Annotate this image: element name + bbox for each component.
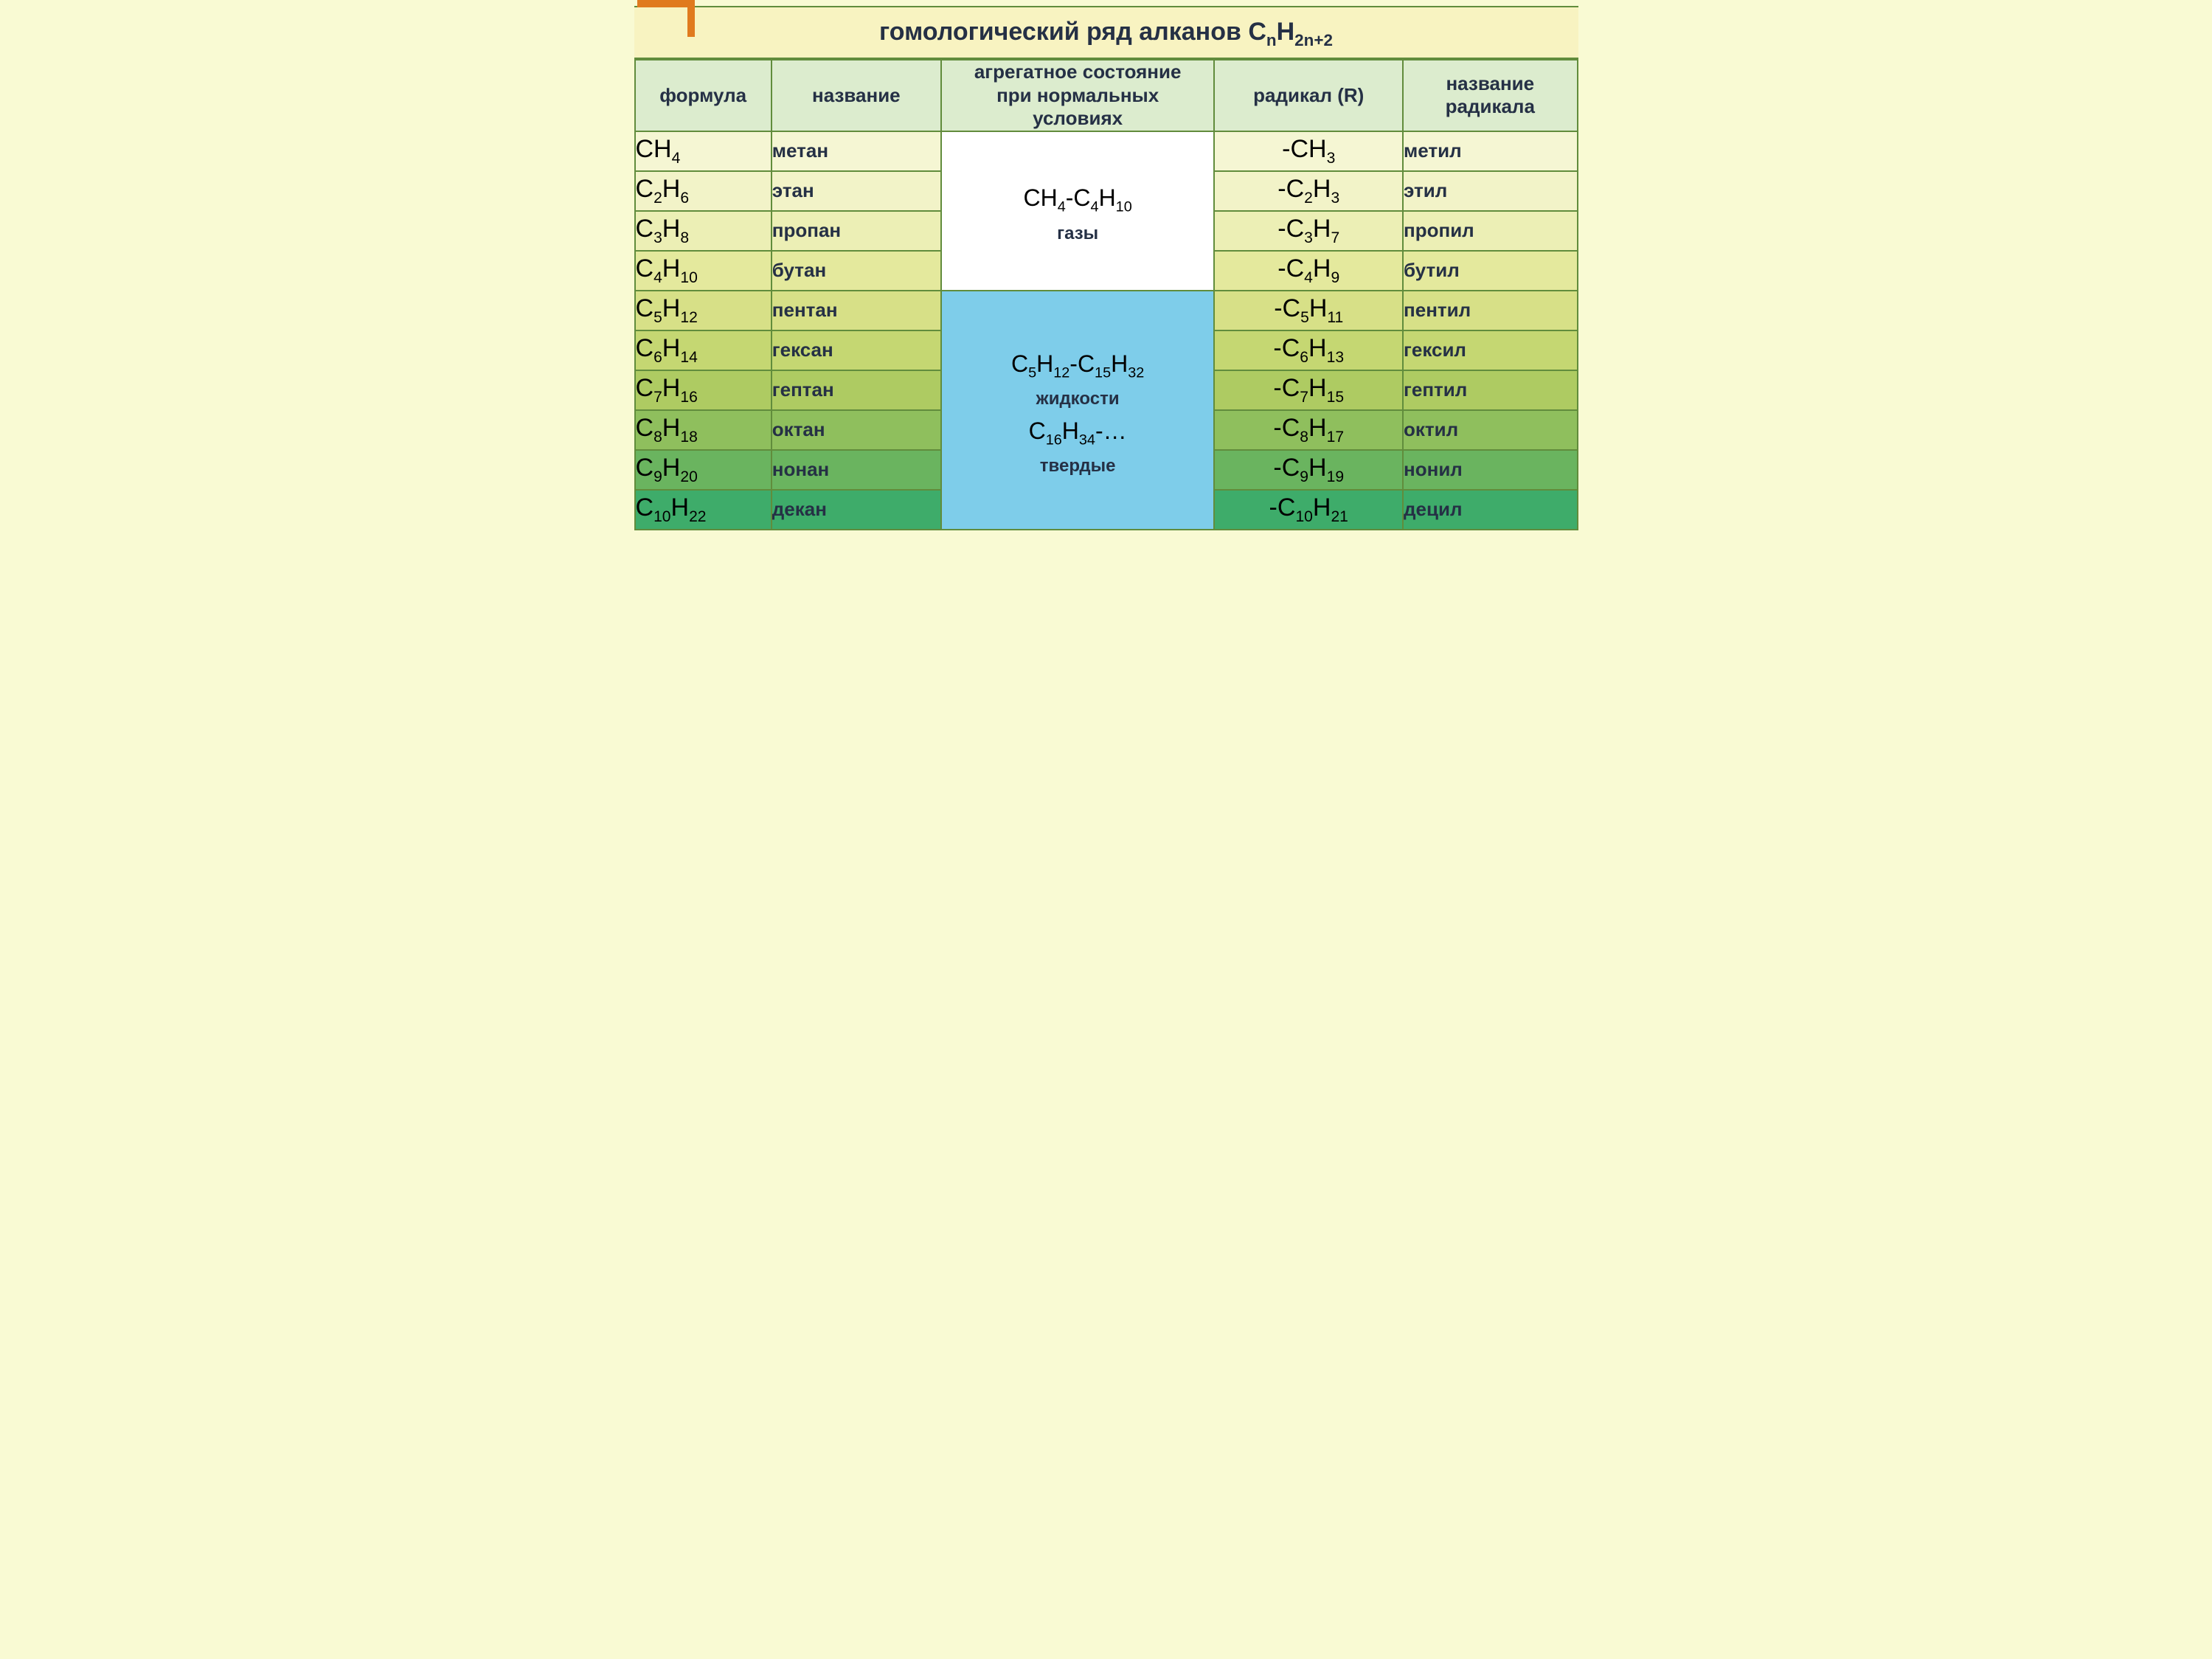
col-formula-header: формула xyxy=(635,60,772,131)
formula-cell: C8H18 xyxy=(635,410,772,450)
title-bar: гомологический ряд алканов CnH2n+2 xyxy=(634,6,1578,59)
formula-cell: C5H12 xyxy=(635,291,772,330)
radical-cell: -C5H11 xyxy=(1214,291,1403,330)
page-title: гомологический ряд алканов CnH2n+2 xyxy=(879,18,1333,46)
radical-name-cell: пентил xyxy=(1403,291,1577,330)
decor-bracket-v xyxy=(687,0,695,37)
radical-name-cell: пропил xyxy=(1403,211,1577,251)
radical-name-cell: гексил xyxy=(1403,330,1577,370)
name-cell: бутан xyxy=(772,251,941,291)
name-cell: нонан xyxy=(772,450,941,490)
formula-cell: C9H20 xyxy=(635,450,772,490)
radical-cell: -C2H3 xyxy=(1214,171,1403,211)
name-cell: гексан xyxy=(772,330,941,370)
radical-cell: -CH3 xyxy=(1214,131,1403,171)
radical-cell: -C3H7 xyxy=(1214,211,1403,251)
formula-cell: C4H10 xyxy=(635,251,772,291)
formula-cell: C10H22 xyxy=(635,490,772,530)
alkanes-table: формула название агрегатное состояниепри… xyxy=(634,59,1578,530)
radical-name-cell: бутил xyxy=(1403,251,1577,291)
radical-name-cell: гептил xyxy=(1403,370,1577,410)
state-cell: C5H12-C15H32жидкостиC16H34-…твердые xyxy=(941,291,1215,530)
radical-name-cell: метил xyxy=(1403,131,1577,171)
table-header-row: формула название агрегатное состояниепри… xyxy=(635,60,1578,131)
table-row: C5H12пентанC5H12-C15H32жидкостиC16H34-…т… xyxy=(635,291,1578,330)
radical-cell: -C9H19 xyxy=(1214,450,1403,490)
formula-cell: C6H14 xyxy=(635,330,772,370)
radical-name-cell: децил xyxy=(1403,490,1577,530)
radical-cell: -C8H17 xyxy=(1214,410,1403,450)
name-cell: гептан xyxy=(772,370,941,410)
name-cell: пентан xyxy=(772,291,941,330)
col-radical-header: радикал (R) xyxy=(1214,60,1403,131)
formula-cell: C3H8 xyxy=(635,211,772,251)
state-cell: CH4-C4H10газы xyxy=(941,131,1215,291)
name-cell: этан xyxy=(772,171,941,211)
decor-bracket-h xyxy=(637,0,695,7)
col-radical-name-header: названиерадикала xyxy=(1403,60,1577,131)
table-row: CH4метанCH4-C4H10газы-CH3метил xyxy=(635,131,1578,171)
col-state-header: агрегатное состояниепри нормальныхуслови… xyxy=(941,60,1215,131)
radical-name-cell: октил xyxy=(1403,410,1577,450)
radical-cell: -C7H15 xyxy=(1214,370,1403,410)
name-cell: октан xyxy=(772,410,941,450)
formula-cell: CH4 xyxy=(635,131,772,171)
radical-name-cell: этил xyxy=(1403,171,1577,211)
name-cell: декан xyxy=(772,490,941,530)
radical-cell: -C10H21 xyxy=(1214,490,1403,530)
formula-cell: C2H6 xyxy=(635,171,772,211)
radical-cell: -C6H13 xyxy=(1214,330,1403,370)
name-cell: метан xyxy=(772,131,941,171)
name-cell: пропан xyxy=(772,211,941,251)
col-name-header: название xyxy=(772,60,941,131)
formula-cell: C7H16 xyxy=(635,370,772,410)
radical-cell: -C4H9 xyxy=(1214,251,1403,291)
radical-name-cell: нонил xyxy=(1403,450,1577,490)
